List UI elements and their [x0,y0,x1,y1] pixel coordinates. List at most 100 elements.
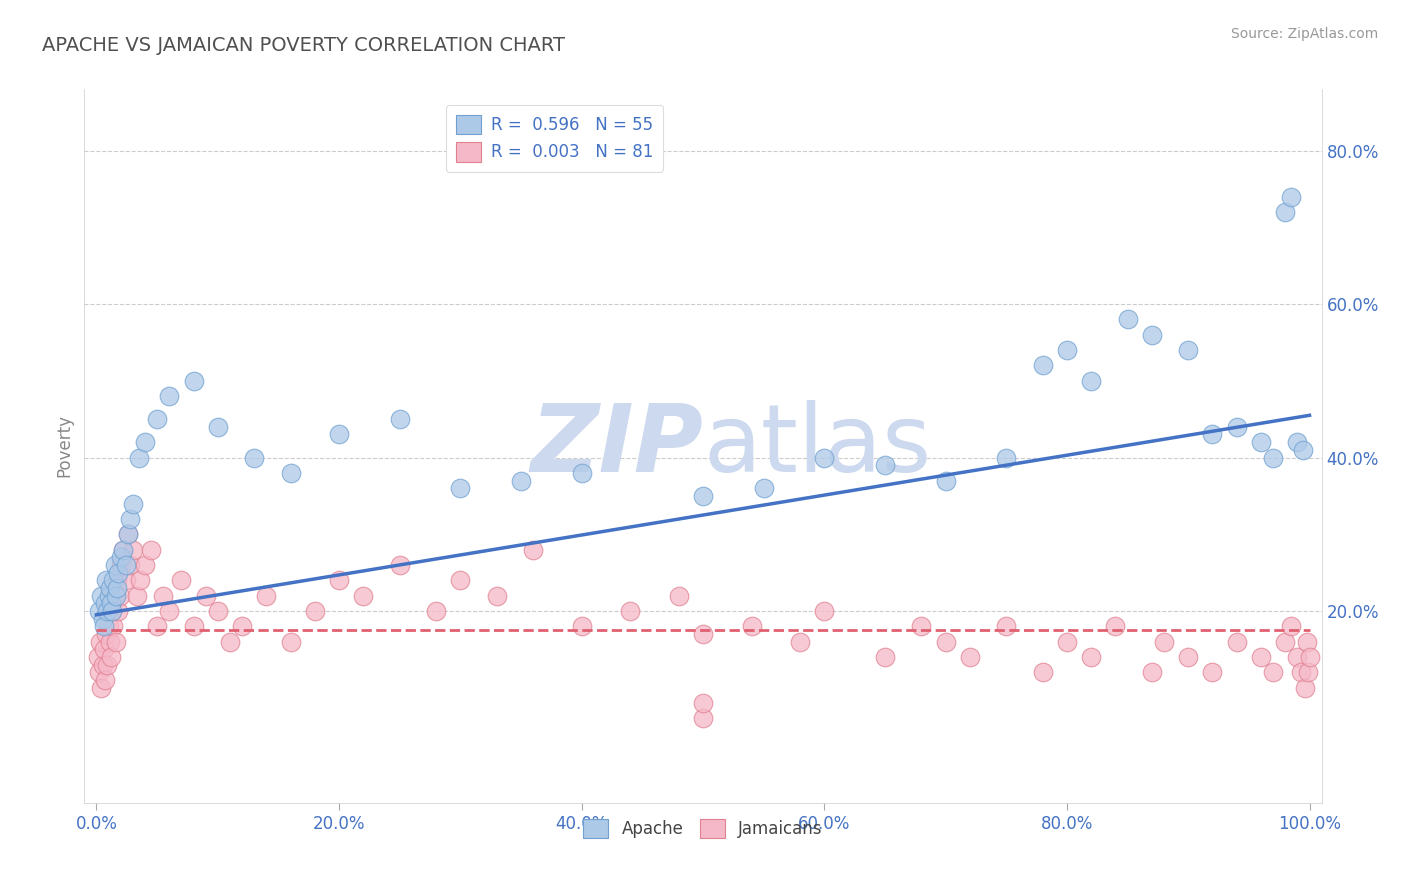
Y-axis label: Poverty: Poverty [55,415,73,477]
Point [107,566,129,580]
Point [485,589,508,603]
Point [100,650,122,665]
Point [114,574,136,588]
Point [117,527,139,541]
Point [93,619,115,633]
Point [1250,435,1272,450]
Point [89,634,111,648]
Point [98,634,121,648]
Point [112,542,135,557]
Point [328,427,350,442]
Point [93,642,115,657]
Text: APACHE VS JAMAICAN POVERTY CORRELATION CHART: APACHE VS JAMAICAN POVERTY CORRELATION C… [42,36,565,54]
Point [90,681,112,695]
Point [619,604,641,618]
Point [243,450,266,465]
Point [280,466,302,480]
Point [1104,619,1126,633]
Point [122,542,145,557]
Point [1292,442,1315,457]
Point [97,619,120,633]
Point [125,589,148,603]
Point [128,450,150,465]
Point [91,657,114,672]
Point [170,574,193,588]
Point [522,542,544,557]
Point [813,450,835,465]
Point [1279,189,1302,203]
Point [1201,427,1223,442]
Point [935,474,957,488]
Point [96,604,118,618]
Point [995,619,1018,633]
Point [103,619,125,633]
Point [789,634,811,648]
Point [157,389,180,403]
Point [134,558,156,572]
Point [873,458,896,473]
Point [97,589,120,603]
Point [110,558,132,572]
Point [1226,634,1249,648]
Point [101,604,124,618]
Point [425,604,447,618]
Point [692,627,714,641]
Point [571,466,593,480]
Point [194,589,217,603]
Point [120,512,142,526]
Point [813,604,835,618]
Point [110,550,132,565]
Point [87,604,110,618]
Point [328,574,350,588]
Point [104,589,127,603]
Point [1032,665,1054,680]
Point [1274,205,1296,219]
Point [1286,435,1309,450]
Point [139,542,162,557]
Point [146,412,169,426]
Point [1279,619,1302,633]
Point [146,619,169,633]
Point [388,558,411,572]
Point [304,604,326,618]
Point [94,596,117,610]
Point [449,574,471,588]
Point [571,619,593,633]
Point [1298,650,1320,665]
Point [157,604,180,618]
Point [1226,419,1249,434]
Point [959,650,981,665]
Text: ZIP: ZIP [530,400,703,492]
Point [91,612,114,626]
Point [1056,634,1078,648]
Point [96,657,118,672]
Point [183,619,205,633]
Text: atlas: atlas [703,400,931,492]
Point [90,589,112,603]
Point [101,604,124,618]
Point [1177,650,1199,665]
Point [752,481,775,495]
Point [105,581,128,595]
Point [1294,681,1316,695]
Legend: Apache, Jamaicans: Apache, Jamaicans [576,812,830,845]
Point [1116,312,1139,326]
Point [1201,665,1223,680]
Point [995,450,1018,465]
Point [1177,343,1199,357]
Point [692,696,714,710]
Point [741,619,763,633]
Point [112,542,135,557]
Point [122,497,145,511]
Point [114,558,136,572]
Point [134,435,156,450]
Point [117,527,139,541]
Point [152,589,174,603]
Point [107,604,129,618]
Point [1274,634,1296,648]
Point [692,489,714,503]
Point [1261,450,1284,465]
Point [207,604,229,618]
Point [1032,359,1054,373]
Point [1286,650,1309,665]
